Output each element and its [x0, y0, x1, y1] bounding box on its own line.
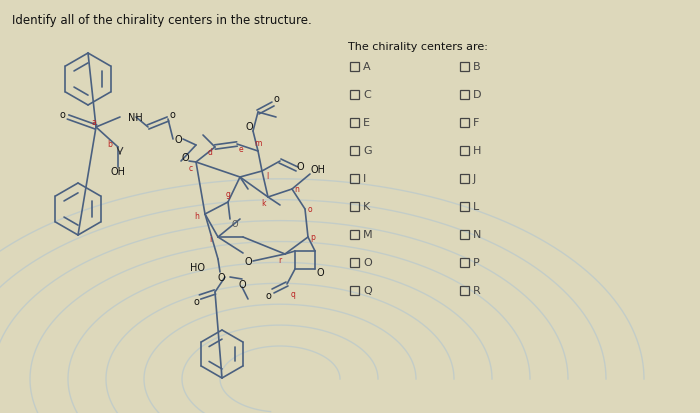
Bar	[460, 259, 469, 267]
Text: a: a	[92, 118, 97, 127]
Text: o: o	[193, 296, 199, 306]
Text: p: p	[311, 233, 316, 242]
Text: O: O	[181, 153, 189, 163]
Text: O: O	[244, 256, 252, 266]
Text: c: c	[189, 164, 193, 173]
Bar	[460, 147, 469, 156]
Bar	[350, 91, 359, 100]
Text: N: N	[473, 230, 482, 240]
Text: q: q	[290, 290, 295, 299]
Text: O: O	[363, 258, 372, 268]
Text: A: A	[363, 62, 370, 72]
Text: Q: Q	[363, 286, 372, 296]
Text: K: K	[363, 202, 370, 212]
Text: O: O	[174, 135, 182, 145]
Bar	[460, 202, 469, 211]
Bar	[460, 175, 469, 183]
Text: I: I	[363, 174, 366, 184]
Bar	[350, 119, 359, 128]
Text: G: G	[363, 146, 372, 156]
Text: F: F	[473, 118, 480, 128]
Bar	[460, 63, 469, 72]
Bar	[350, 63, 359, 72]
Text: o: o	[265, 290, 271, 300]
Text: OH: OH	[311, 165, 326, 175]
Bar	[350, 259, 359, 267]
Text: b: b	[108, 140, 113, 149]
Bar	[350, 202, 359, 211]
Bar	[460, 230, 469, 240]
Text: B: B	[473, 62, 481, 72]
Text: P: P	[473, 258, 480, 268]
Text: The chirality centers are:: The chirality centers are:	[348, 42, 488, 52]
Text: o: o	[273, 94, 279, 104]
Text: R: R	[473, 286, 481, 296]
Text: r: r	[279, 256, 281, 265]
Text: h: h	[195, 212, 200, 221]
Bar	[350, 230, 359, 240]
Text: O: O	[245, 122, 253, 132]
Text: M: M	[363, 230, 372, 240]
Text: o: o	[59, 110, 65, 120]
Text: HO: HO	[190, 262, 205, 272]
Text: O: O	[238, 279, 246, 289]
Text: O: O	[232, 220, 238, 229]
Text: O: O	[316, 267, 324, 277]
Text: O: O	[217, 272, 225, 282]
Bar	[350, 147, 359, 156]
Text: m: m	[254, 139, 262, 148]
Text: E: E	[363, 118, 370, 128]
Text: L: L	[473, 202, 480, 212]
Text: d: d	[208, 148, 212, 157]
Bar	[350, 286, 359, 295]
Text: J: J	[473, 174, 476, 184]
Text: l: l	[266, 172, 268, 181]
Text: o: o	[169, 110, 175, 120]
Bar	[460, 286, 469, 295]
Text: D: D	[473, 90, 482, 100]
Text: OH: OH	[111, 166, 125, 177]
Bar	[460, 91, 469, 100]
Text: NH: NH	[128, 113, 143, 123]
Text: o: o	[308, 205, 312, 214]
Text: C: C	[363, 90, 371, 100]
Text: k: k	[260, 199, 265, 208]
Text: H: H	[473, 146, 482, 156]
Bar	[460, 119, 469, 128]
Text: n: n	[295, 185, 300, 194]
Text: Identify all of the chirality centers in the structure.: Identify all of the chirality centers in…	[12, 14, 311, 27]
Bar	[350, 175, 359, 183]
Text: i: i	[209, 235, 211, 244]
Text: O: O	[296, 161, 304, 171]
Text: g: g	[225, 190, 230, 199]
Text: e: e	[239, 145, 244, 154]
